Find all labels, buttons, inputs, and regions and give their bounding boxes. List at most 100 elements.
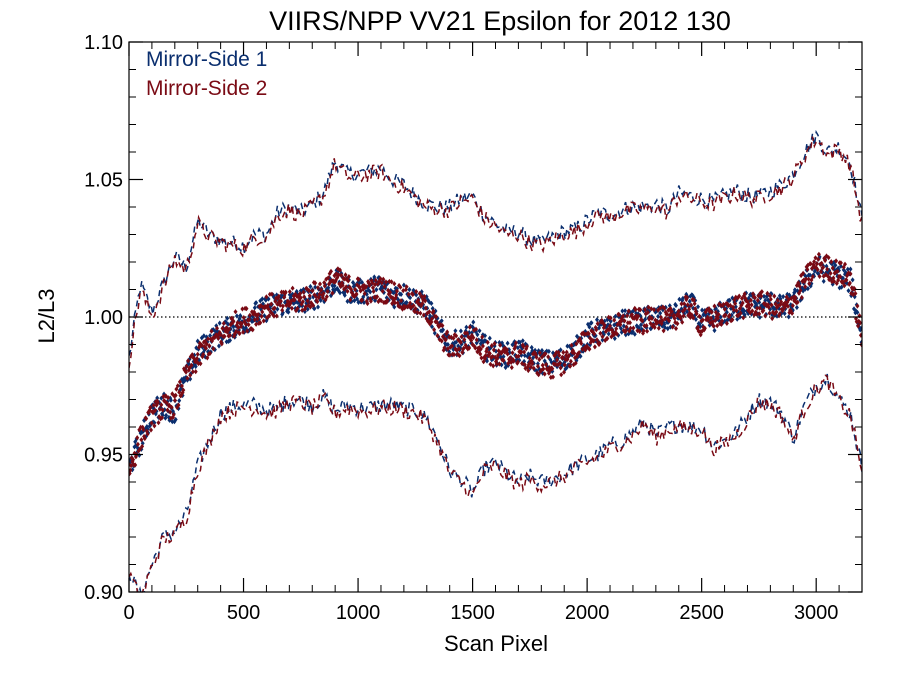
mean-marker — [808, 261, 813, 267]
mean-marker — [149, 420, 154, 426]
legend-entry-mirror-side-2: Mirror-Side 2 — [146, 77, 267, 100]
series-2-upper-line — [129, 136, 862, 369]
mean-marker — [615, 321, 620, 328]
mean-marker — [763, 297, 768, 303]
mean-marker — [588, 335, 593, 341]
mean-marker — [307, 300, 311, 306]
mean-marker — [746, 295, 751, 301]
mean-marker — [392, 304, 397, 310]
mean-marker — [688, 293, 693, 299]
mean-marker — [424, 316, 429, 322]
mean-marker — [525, 354, 530, 360]
mean-marker — [273, 298, 278, 304]
mean-marker — [530, 348, 535, 354]
mean-marker — [659, 321, 664, 327]
mean-marker — [755, 297, 760, 303]
mean-marker — [722, 313, 727, 319]
mean-marker — [834, 280, 839, 286]
mean-marker — [315, 299, 320, 305]
mean-marker — [432, 327, 437, 333]
mean-marker — [812, 268, 817, 274]
mean-marker — [179, 383, 184, 389]
mean-marker — [571, 362, 576, 368]
mean-marker — [700, 317, 705, 323]
mean-marker — [272, 309, 277, 315]
mean-marker — [418, 310, 423, 316]
mean-marker — [252, 305, 257, 311]
mean-marker — [171, 412, 176, 418]
mean-marker — [404, 299, 409, 306]
mean-marker — [682, 301, 687, 307]
mean-marker — [164, 400, 169, 406]
mean-marker — [734, 308, 739, 314]
mean-marker — [225, 315, 230, 321]
mean-marker — [741, 315, 746, 321]
mean-marker — [749, 311, 754, 317]
mean-marker — [447, 352, 452, 358]
mean-marker — [685, 294, 689, 301]
mean-marker — [196, 346, 201, 352]
mean-marker — [425, 297, 430, 303]
mean-marker — [231, 318, 236, 324]
mean-marker — [199, 352, 204, 358]
mean-marker — [736, 312, 741, 318]
mean-marker — [168, 409, 173, 415]
mean-marker — [737, 293, 742, 299]
mean-marker — [643, 307, 648, 313]
mean-marker — [548, 367, 553, 373]
mean-marker — [729, 312, 734, 318]
mean-marker — [685, 302, 690, 308]
mean-marker — [753, 309, 758, 315]
mean-marker — [329, 268, 333, 274]
mean-marker — [638, 307, 643, 313]
mean-marker — [799, 294, 804, 301]
mean-marker — [452, 352, 456, 358]
mean-marker — [336, 288, 341, 294]
mean-marker — [505, 340, 510, 346]
mean-marker — [144, 424, 149, 430]
mean-marker — [763, 313, 768, 319]
mean-marker — [153, 399, 158, 405]
mean-marker — [435, 315, 440, 321]
mean-marker — [832, 278, 837, 284]
mean-marker — [388, 294, 393, 300]
mean-marker — [819, 260, 824, 266]
mean-marker — [457, 353, 462, 359]
mean-marker — [307, 293, 312, 299]
mean-marker — [344, 276, 349, 282]
mean-marker — [140, 424, 145, 430]
mean-marker — [687, 306, 692, 312]
mean-marker — [721, 301, 726, 308]
mean-marker — [241, 315, 246, 321]
mean-marker — [246, 322, 251, 328]
mean-marker — [274, 313, 279, 319]
mean-marker — [205, 355, 210, 361]
mean-marker — [177, 389, 182, 395]
mean-marker — [778, 296, 783, 302]
mean-marker — [245, 328, 250, 334]
mean-marker — [151, 402, 156, 408]
mean-marker — [485, 346, 489, 352]
mean-marker — [691, 297, 696, 303]
mean-marker — [817, 273, 822, 279]
mean-marker — [181, 379, 186, 385]
mean-marker — [366, 279, 371, 285]
mean-marker — [185, 375, 190, 381]
mean-marker — [747, 305, 752, 311]
mean-marker — [593, 333, 598, 339]
mean-marker — [766, 304, 771, 310]
mean-marker — [523, 365, 528, 371]
mean-marker — [534, 368, 539, 374]
mean-marker — [333, 277, 338, 283]
mean-marker — [724, 320, 729, 326]
mean-marker — [749, 302, 754, 308]
mean-marker — [723, 312, 728, 318]
mean-marker — [491, 363, 496, 369]
mean-marker — [313, 293, 318, 299]
mean-marker — [540, 354, 544, 360]
mean-marker — [513, 340, 518, 346]
mean-marker — [334, 271, 339, 277]
mean-marker — [349, 298, 354, 304]
mean-marker — [720, 318, 724, 324]
mean-marker — [412, 290, 417, 296]
